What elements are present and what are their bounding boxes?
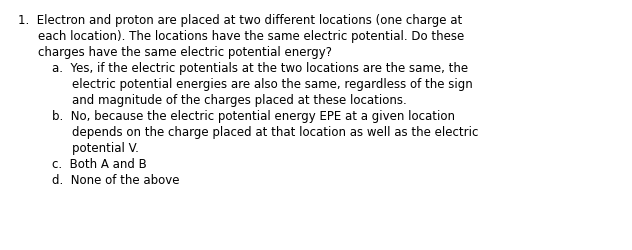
Text: a.  Yes, if the electric potentials at the two locations are the same, the: a. Yes, if the electric potentials at th…	[52, 62, 468, 75]
Text: d.  None of the above: d. None of the above	[52, 173, 179, 186]
Text: 1.  Electron and proton are placed at two different locations (one charge at: 1. Electron and proton are placed at two…	[18, 14, 462, 27]
Text: each location). The locations have the same electric potential. Do these: each location). The locations have the s…	[38, 30, 465, 43]
Text: b.  No, because the electric potential energy EPE at a given location: b. No, because the electric potential en…	[52, 110, 455, 122]
Text: charges have the same electric potential energy?: charges have the same electric potential…	[38, 46, 332, 59]
Text: electric potential energies are also the same, regardless of the sign: electric potential energies are also the…	[72, 78, 473, 91]
Text: and magnitude of the charges placed at these locations.: and magnitude of the charges placed at t…	[72, 94, 407, 106]
Text: potential V.: potential V.	[72, 142, 139, 154]
Text: c.  Both A and B: c. Both A and B	[52, 157, 147, 170]
Text: depends on the charge placed at that location as well as the electric: depends on the charge placed at that loc…	[72, 126, 478, 138]
